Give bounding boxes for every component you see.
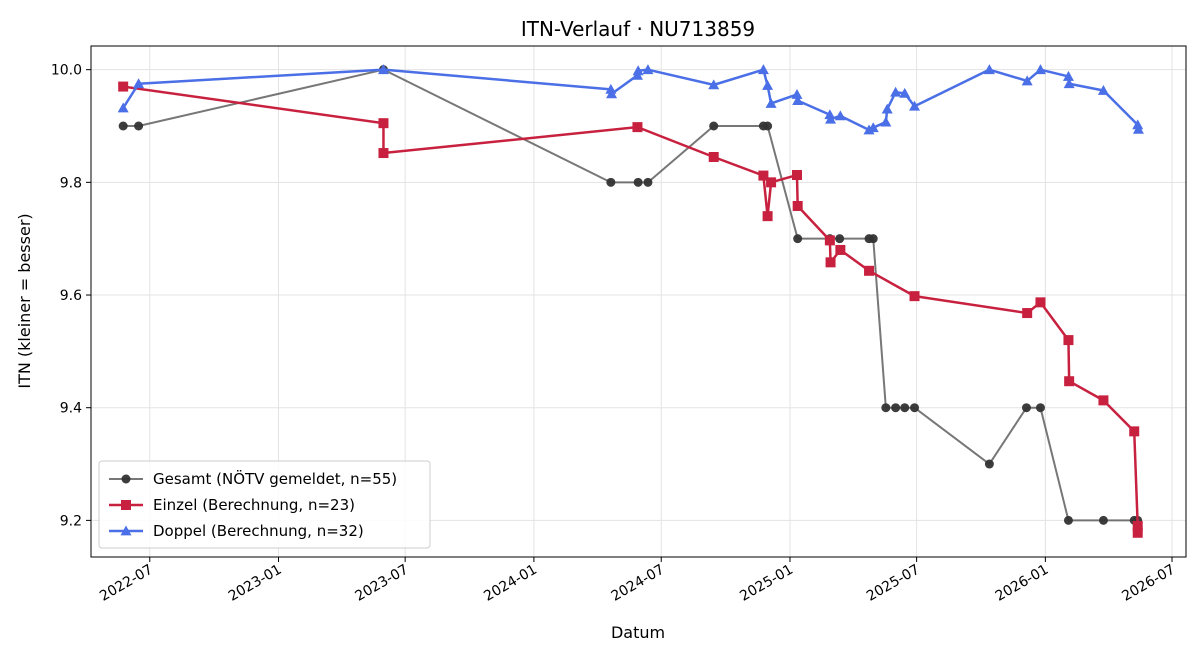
legend-entry: Doppel (Berechnung, n=32) — [109, 522, 364, 540]
data-point — [791, 88, 803, 99]
data-point — [881, 103, 893, 114]
data-point — [757, 64, 769, 75]
data-point — [118, 121, 128, 131]
data-point — [117, 102, 129, 113]
data-point — [632, 122, 643, 133]
data-point — [792, 95, 804, 106]
data-point — [377, 64, 389, 75]
legend-entry: Einzel (Berechnung, n=23) — [109, 496, 355, 514]
data-point — [708, 79, 720, 90]
data-point — [909, 291, 920, 302]
data-point — [1097, 85, 1109, 95]
data-point — [762, 211, 773, 222]
data-point — [758, 170, 769, 181]
data-point — [791, 170, 802, 181]
data-point — [1063, 78, 1075, 89]
data-point — [1035, 297, 1046, 308]
data-point — [890, 86, 902, 97]
data-point — [606, 177, 616, 187]
data-point — [1035, 403, 1045, 413]
data-point — [880, 116, 892, 127]
data-point — [825, 113, 837, 124]
data-point — [1021, 403, 1031, 413]
plot-frame — [90, 45, 1187, 558]
legend-entry: Gesamt (NÖTV gemeldet, n=55) — [109, 469, 397, 488]
series-3 — [117, 64, 1144, 135]
data-point — [118, 81, 129, 92]
y-axis-label: ITN (kleiner = besser) — [15, 213, 34, 388]
data-point — [134, 121, 144, 131]
data-point — [642, 64, 654, 75]
data-point — [824, 235, 835, 246]
legend-label: Einzel (Berechnung, n=23) — [153, 496, 355, 514]
chart-title: ITN-Verlauf · NU713859 — [521, 17, 755, 41]
data-point — [606, 88, 618, 99]
data-point — [1062, 70, 1074, 81]
data-point — [632, 65, 644, 76]
data-point — [899, 87, 911, 98]
legend-label: Doppel (Berechnung, n=32) — [153, 522, 364, 540]
data-point — [825, 257, 836, 268]
data-point — [910, 403, 920, 413]
series-1 — [118, 65, 1143, 525]
data-point — [835, 244, 846, 255]
y-tick-label: 9.8 — [60, 175, 82, 191]
y-tick-label: 9.6 — [60, 288, 82, 304]
data-point — [766, 177, 777, 188]
data-point — [1021, 75, 1033, 86]
data-point — [1098, 395, 1109, 406]
data-point — [763, 121, 773, 131]
data-point — [824, 109, 836, 120]
data-point — [133, 78, 145, 89]
legend-label: Gesamt (NÖTV gemeldet, n=55) — [153, 469, 397, 488]
data-point — [792, 201, 803, 212]
data-point — [1132, 119, 1144, 130]
data-point — [765, 97, 777, 108]
data-point — [864, 265, 875, 276]
data-point — [1063, 515, 1073, 525]
data-point — [1132, 527, 1143, 538]
data-point — [762, 79, 774, 90]
data-point — [1064, 376, 1075, 387]
data-point — [881, 403, 891, 413]
data-point — [1098, 515, 1108, 525]
data-point — [984, 459, 994, 469]
legend-swatch-marker — [121, 500, 131, 510]
y-tick-label: 10.0 — [51, 63, 82, 79]
data-point — [709, 121, 719, 131]
series-area — [117, 64, 1144, 538]
data-point — [1034, 64, 1046, 75]
data-point — [1022, 308, 1033, 319]
data-point — [1129, 426, 1140, 437]
data-point — [868, 234, 878, 244]
legend-swatch-marker — [120, 525, 132, 536]
data-point — [983, 64, 995, 75]
data-point — [1132, 123, 1144, 134]
data-point — [834, 110, 846, 121]
legend-box — [98, 460, 431, 549]
y-tick-label: 9.2 — [60, 513, 82, 529]
legend-swatch-marker — [121, 474, 131, 484]
data-point — [793, 234, 803, 244]
data-point — [900, 403, 910, 413]
data-point — [633, 177, 643, 187]
data-point — [708, 151, 719, 162]
y-tick-label: 9.4 — [60, 401, 82, 417]
data-point — [1132, 521, 1143, 532]
data-point — [909, 100, 921, 111]
data-point — [891, 403, 901, 413]
series-2 — [118, 81, 1143, 538]
data-point — [643, 177, 653, 187]
data-point — [605, 83, 617, 94]
data-point — [378, 118, 389, 129]
data-point — [378, 148, 389, 159]
data-point — [1063, 335, 1074, 346]
data-point — [835, 234, 845, 244]
legend: Gesamt (NÖTV gemeldet, n=55) Einzel (Bere… — [98, 460, 431, 549]
x-axis-label: Datum — [611, 623, 665, 642]
data-point — [867, 122, 879, 133]
